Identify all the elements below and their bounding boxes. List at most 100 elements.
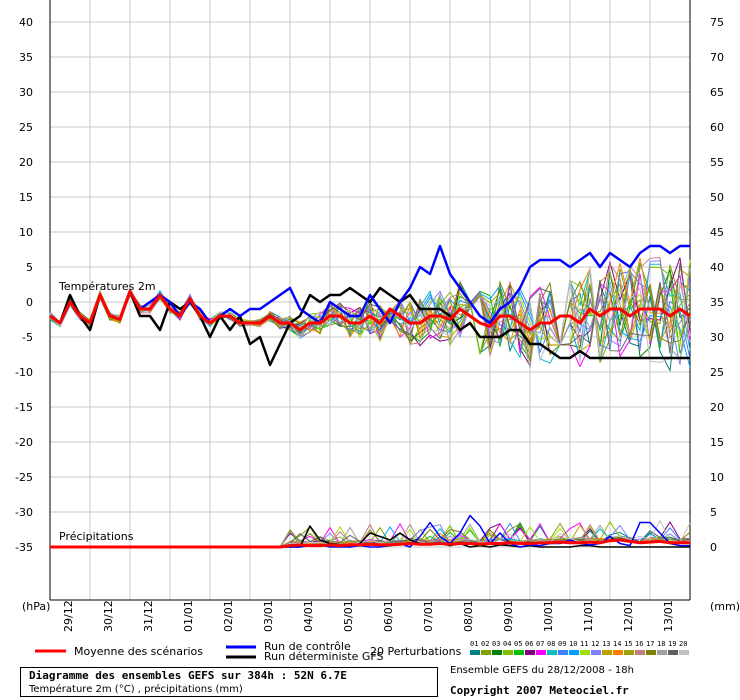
date-tick-label: 03/01 bbox=[262, 600, 275, 632]
perturbation-number: 03 bbox=[492, 640, 500, 648]
perturbation-swatch bbox=[514, 650, 524, 655]
perturbation-swatch bbox=[503, 650, 513, 655]
left-tick-label: 0 bbox=[26, 296, 33, 309]
right-tick-label: 5 bbox=[710, 506, 717, 519]
main-series bbox=[49, 244, 691, 549]
left-tick-label: 25 bbox=[19, 121, 33, 134]
date-tick-label: 12/01 bbox=[622, 600, 635, 632]
date-tick-label: 01/01 bbox=[182, 600, 195, 632]
perturbation-number: 10 bbox=[569, 640, 577, 648]
left-tick-label: -30 bbox=[15, 506, 33, 519]
left-tick-label: 30 bbox=[19, 86, 33, 99]
perturbation-number: 18 bbox=[657, 640, 665, 648]
legend-deterministic-label: Run déterministe GFS bbox=[264, 650, 384, 663]
date-tick-label: 05/01 bbox=[342, 600, 355, 632]
mean-precip-line bbox=[50, 538, 690, 549]
perturbation-number: 04 bbox=[503, 640, 511, 648]
mean-temp-line bbox=[49, 290, 691, 332]
right-axis-unit: (mm) bbox=[710, 600, 740, 613]
left-tick-label: -35 bbox=[15, 541, 33, 554]
right-tick-label: 40 bbox=[710, 261, 724, 274]
deterministic-temp-line bbox=[49, 286, 690, 367]
perturbation-number: 14 bbox=[613, 640, 621, 648]
perturbation-number: 16 bbox=[635, 640, 643, 648]
date-tick-label: 08/01 bbox=[462, 600, 475, 632]
right-tick-label: 20 bbox=[710, 401, 724, 414]
perturbation-swatch bbox=[481, 650, 491, 655]
left-tick-label: 40 bbox=[19, 16, 33, 29]
left-tick-label: -10 bbox=[15, 366, 33, 379]
left-tick-label: -15 bbox=[15, 401, 33, 414]
perturbation-swatch bbox=[536, 650, 546, 655]
right-tick-label: 45 bbox=[710, 226, 724, 239]
date-tick-label: 30/12 bbox=[102, 600, 115, 632]
precipitation-section-label: Précipitations bbox=[59, 530, 134, 543]
perturbation-number: 15 bbox=[624, 640, 632, 648]
date-tick-label: 04/01 bbox=[302, 600, 315, 632]
right-tick-label: 35 bbox=[710, 296, 724, 309]
date-tick-label: 31/12 bbox=[142, 600, 155, 632]
perturbation-swatch bbox=[679, 650, 689, 655]
perturbation-swatch bbox=[591, 650, 601, 655]
perturbation-number: 12 bbox=[591, 640, 599, 648]
perturbation-swatch bbox=[635, 650, 645, 655]
temperature-section-label: Températures 2m bbox=[58, 280, 156, 293]
right-tick-label: 10 bbox=[710, 471, 724, 484]
date-tick-label: 02/01 bbox=[222, 600, 235, 632]
right-tick-label: 15 bbox=[710, 436, 724, 449]
date-axis-ticks: 29/12 30/12 31/12 01/01 02/01 03/01 04/01 05/01… bbox=[62, 600, 675, 632]
perturbation-swatch bbox=[525, 650, 535, 655]
perturbation-swatch bbox=[624, 650, 634, 655]
chart-title: Diagramme des ensembles GEFS sur 384h : … bbox=[29, 669, 347, 682]
date-tick-label: 06/01 bbox=[382, 600, 395, 632]
date-tick-label: 09/01 bbox=[502, 600, 515, 632]
right-tick-label: 70 bbox=[710, 51, 724, 64]
left-tick-label: 15 bbox=[19, 191, 33, 204]
perturbation-number: 11 bbox=[580, 640, 588, 648]
legend-control-label: Run de contrôle bbox=[264, 640, 351, 653]
date-tick-label: 10/01 bbox=[542, 600, 555, 632]
perturbation-swatch bbox=[646, 650, 656, 655]
perturbation-swatch bbox=[668, 650, 678, 655]
perturbation-number: 01 bbox=[470, 640, 478, 648]
right-tick-label: 65 bbox=[710, 86, 724, 99]
perturbation-swatch bbox=[470, 650, 480, 655]
perturbation-number: 05 bbox=[514, 640, 522, 648]
right-tick-label: 30 bbox=[710, 331, 724, 344]
date-tick-label: 29/12 bbox=[62, 600, 75, 632]
perturbation-number: 09 bbox=[558, 640, 566, 648]
perturbation-legend: 01 02 03 04 05 06 07 08 09 10 11 12 13 14 15 16 17 18 19 20 bbox=[470, 640, 689, 655]
left-axis-unit: (hPa) bbox=[22, 600, 50, 613]
perturbation-swatch bbox=[492, 650, 502, 655]
perturbation-swatch bbox=[602, 650, 612, 655]
left-tick-label: -20 bbox=[15, 436, 33, 449]
left-tick-label: 20 bbox=[19, 156, 33, 169]
perturbation-swatch bbox=[613, 650, 623, 655]
right-tick-label: 25 bbox=[710, 366, 724, 379]
date-tick-label: 11/01 bbox=[582, 600, 595, 632]
legend-perturbations-label: 20 Perturbations bbox=[370, 645, 462, 658]
perturbation-number: 20 bbox=[679, 640, 687, 648]
perturbation-swatch bbox=[558, 650, 568, 655]
left-tick-label: 10 bbox=[19, 226, 33, 239]
perturbation-swatch bbox=[569, 650, 579, 655]
perturbation-swatch bbox=[580, 650, 590, 655]
chart-subtitle: Température 2m (°C) , précipitations (mm… bbox=[29, 684, 243, 695]
left-tick-label: -5 bbox=[22, 331, 33, 344]
right-tick-label: 55 bbox=[710, 156, 724, 169]
perturbation-swatch bbox=[547, 650, 557, 655]
perturbation-number: 06 bbox=[525, 640, 533, 648]
date-tick-label: 07/01 bbox=[422, 600, 435, 632]
left-tick-label: -25 bbox=[15, 471, 33, 484]
perturbation-number: 02 bbox=[481, 640, 489, 648]
perturbation-number: 17 bbox=[646, 640, 654, 648]
left-tick-label: 5 bbox=[26, 261, 33, 274]
right-tick-label: 0 bbox=[710, 541, 717, 554]
title-box: Diagramme des ensembles GEFS sur 384h : … bbox=[20, 667, 438, 697]
ensemble-info: Ensemble GEFS du 28/12/2008 - 18h bbox=[450, 665, 634, 676]
perturbation-number: 07 bbox=[536, 640, 544, 648]
right-tick-label: 75 bbox=[710, 16, 724, 29]
date-tick-label: 13/01 bbox=[662, 600, 675, 632]
right-tick-label: 60 bbox=[710, 121, 724, 134]
perturbation-number: 19 bbox=[668, 640, 676, 648]
